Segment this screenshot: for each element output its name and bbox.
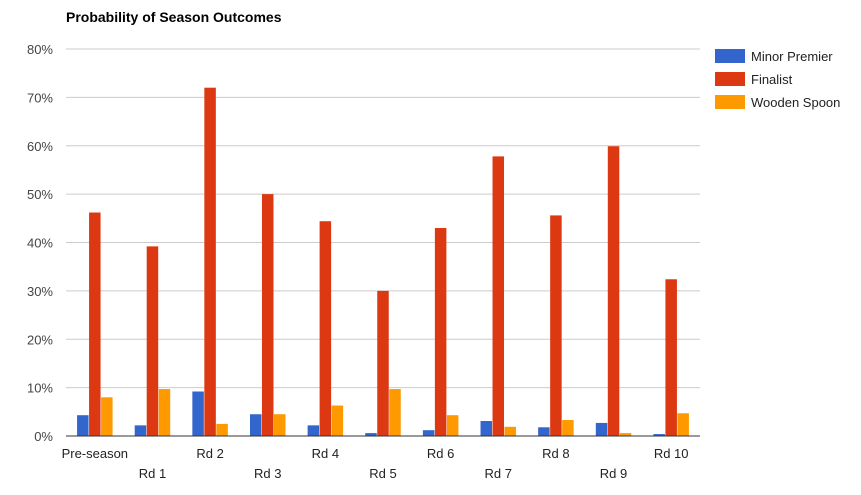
x-category-label: Rd 3 xyxy=(254,466,281,481)
bar-minor-premier xyxy=(653,434,665,436)
bar-finalist xyxy=(204,87,216,436)
legend-swatch xyxy=(715,95,745,109)
legend-swatch xyxy=(715,72,745,86)
legend-swatch xyxy=(715,49,745,63)
legend-label: Minor Premier xyxy=(751,49,833,64)
chart-title: Probability of Season Outcomes xyxy=(66,9,282,25)
y-tick-label: 60% xyxy=(27,139,53,154)
x-category-label: Pre-season xyxy=(62,446,128,461)
y-tick-label: 20% xyxy=(27,332,53,347)
bar-minor-premier xyxy=(134,425,147,436)
legend-label: Wooden Spoon xyxy=(751,95,840,110)
y-tick-label: 80% xyxy=(27,42,53,57)
bar-finalist xyxy=(261,194,274,436)
x-category-label: Rd 4 xyxy=(312,446,339,461)
x-category-label: Rd 10 xyxy=(654,446,689,461)
bar-minor-premier xyxy=(480,421,493,436)
legend-label: Finalist xyxy=(751,72,793,87)
y-tick-label: 50% xyxy=(27,187,53,202)
y-tick-label: 30% xyxy=(27,284,53,299)
bar-minor-premier xyxy=(307,425,320,436)
bar-finalist xyxy=(665,279,677,436)
bar-minor-premier xyxy=(192,391,204,436)
bar-finalist xyxy=(319,221,332,436)
x-category-label: Rd 8 xyxy=(542,446,569,461)
x-category-label: Rd 6 xyxy=(427,446,454,461)
bar-wooden-spoon xyxy=(619,433,632,436)
x-axis-category-labels: Pre-season Rd 1 Rd 2 Rd 3 Rd 4 Rd 5 Rd 6 Rd 7 Rd… xyxy=(62,446,689,481)
bar-finalist xyxy=(607,146,620,436)
bar-minor-premier xyxy=(365,433,377,436)
bar-minor-premier xyxy=(422,430,435,436)
bar-minor-premier xyxy=(249,414,262,436)
bar-finalist xyxy=(434,227,447,436)
bar-finalist xyxy=(146,246,159,436)
bars xyxy=(77,87,689,436)
bar-wooden-spoon xyxy=(101,397,113,436)
x-category-label: Rd 7 xyxy=(485,466,512,481)
bar-wooden-spoon xyxy=(504,426,517,436)
x-category-label: Rd 2 xyxy=(196,446,223,461)
legend: Minor Premier Finalist Wooden Spoon xyxy=(715,49,840,110)
x-category-label: Rd 9 xyxy=(600,466,627,481)
x-category-label: Rd 5 xyxy=(369,466,396,481)
bar-wooden-spoon xyxy=(331,405,344,436)
y-tick-label: 70% xyxy=(27,90,53,105)
bar-finalist xyxy=(492,156,505,436)
bar-wooden-spoon xyxy=(158,389,171,436)
y-tick-label: 10% xyxy=(27,381,53,396)
bar-wooden-spoon xyxy=(273,414,286,436)
x-category-label: Rd 1 xyxy=(139,466,166,481)
bar-finalist xyxy=(550,215,562,436)
bar-minor-premier xyxy=(538,427,550,436)
bar-wooden-spoon xyxy=(562,420,574,436)
bar-finalist xyxy=(377,290,389,436)
bar-minor-premier xyxy=(595,422,608,436)
bar-wooden-spoon xyxy=(389,389,401,436)
bar-wooden-spoon xyxy=(677,413,689,436)
y-tick-label: 40% xyxy=(27,236,53,251)
bar-finalist xyxy=(89,212,101,436)
bar-minor-premier xyxy=(77,415,89,436)
y-axis-tick-labels: 0% 10% 20% 30% 40% 50% 60% 70% 80% xyxy=(27,42,53,444)
y-tick-label: 0% xyxy=(34,429,53,444)
bar-wooden-spoon xyxy=(216,423,228,436)
bar-wooden-spoon xyxy=(446,415,459,436)
